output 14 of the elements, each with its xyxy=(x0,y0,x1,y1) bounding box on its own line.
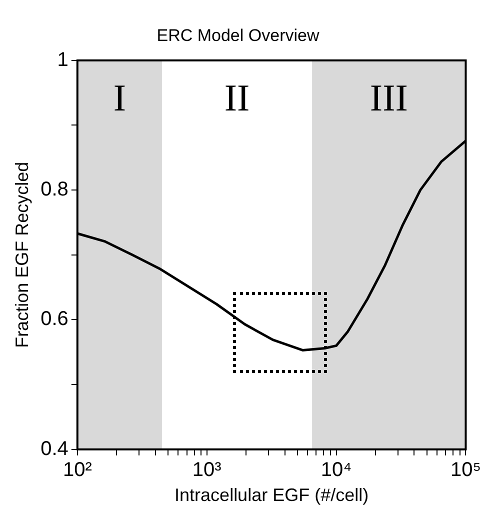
annotation: II xyxy=(224,77,250,120)
x-tick-label: 10⁴ xyxy=(320,458,352,481)
y-axis-title: Fraction EGF Recycled xyxy=(12,162,32,348)
y-tick-label: 1 xyxy=(57,48,68,71)
y-tick-label: 0.8 xyxy=(40,178,68,201)
x-tick-label: 10⁵ xyxy=(450,458,482,481)
x-axis-title: Intracellular EGF (#/cell) xyxy=(174,485,369,506)
x-tick-label: 10³ xyxy=(192,458,222,481)
x-tick-label: 10² xyxy=(62,458,92,481)
chart-title: ERC Model Overview xyxy=(156,26,320,45)
y-tick-label: 0.4 xyxy=(40,438,68,460)
y-tick-label: 0.6 xyxy=(40,308,68,330)
band-label: I xyxy=(113,77,126,120)
band-label: III xyxy=(370,77,408,120)
